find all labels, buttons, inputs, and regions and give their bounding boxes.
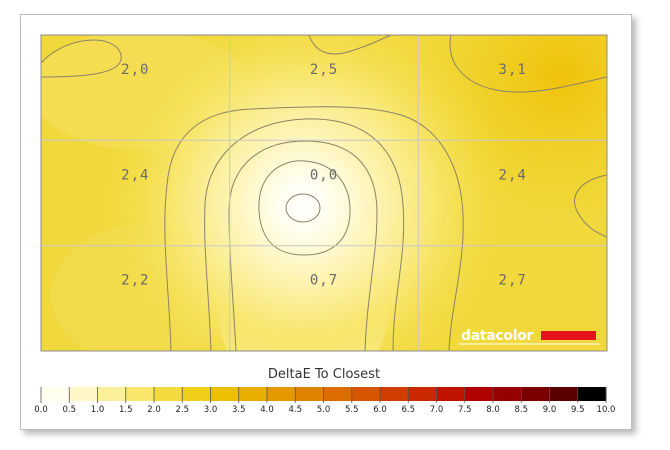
legend-swatch-14: [436, 387, 466, 401]
legend-tick-label-20: 10.0: [597, 405, 616, 415]
heatmap-surface: 2,0 2,5 3,1 2,4 0,0 2,4 2,2 0,7 2,7 datacolor: [41, 35, 607, 351]
legend-swatch-5: [182, 387, 211, 401]
legend-swatch-1: [69, 387, 98, 401]
color-scale-ticks: 0.0 0.5 1.0 1.5 2.0 2.5 3.0 3.5 4.0 4.5 5.0 5.5 6.0 6…: [34, 387, 615, 415]
legend-swatch-9: [295, 387, 324, 401]
cell-label-r0-c0: 2,0: [121, 62, 149, 78]
legend-swatch-11: [351, 387, 381, 401]
legend-swatch-7: [238, 387, 268, 401]
legend-tick-label-6: 3.0: [204, 405, 218, 415]
legend-tick-label-10: 5.0: [317, 405, 331, 415]
legend-swatch-4: [154, 387, 183, 401]
legend-tick-label-4: 2.0: [147, 405, 161, 415]
grid-lines: [41, 35, 607, 351]
uniformity-heatmap: 2,0 2,5 3,1 2,4 0,0 2,4 2,2 0,7 2,7 datacolor De…: [34, 34, 615, 415]
legend-swatch-17: [521, 387, 550, 401]
legend-tick-label-5: 2.5: [175, 405, 189, 415]
cell-label-r2-c1: 0,7: [310, 273, 338, 289]
cell-label-r1-c1: 0,0: [310, 167, 338, 183]
cell-label-r0-c1: 2,5: [310, 62, 338, 78]
legend-tick-label-9: 4.5: [288, 405, 302, 415]
legend-tick-label-17: 8.5: [514, 405, 528, 415]
legend-swatch-12: [380, 387, 409, 401]
datacolor-logo: datacolor: [459, 328, 599, 345]
uniformity-chart-card: 2,0 2,5 3,1 2,4 0,0 2,4 2,2 0,7 2,7 datacolor De…: [20, 14, 632, 430]
legend-tick-label-0: 0.0: [34, 405, 48, 415]
legend-tick-label-12: 6.0: [373, 405, 387, 415]
legend-swatch-6: [210, 387, 240, 401]
legend-swatch-19: [577, 387, 607, 401]
cell-label-r2-c2: 2,7: [499, 273, 527, 289]
legend-title: DeltaE To Closest: [268, 367, 380, 382]
cell-label-r1-c2: 2,4: [499, 167, 527, 183]
legend-tick-label-14: 7.0: [430, 405, 444, 415]
plot-border: [40, 34, 608, 352]
legend-swatch-0: [41, 387, 70, 401]
legend-tick-label-13: 6.5: [401, 405, 415, 415]
legend-tick-label-3: 1.5: [119, 405, 133, 415]
legend-tick-label-18: 9.0: [543, 405, 557, 415]
legend-tick-label-2: 1.0: [91, 405, 105, 415]
legend-swatch-16: [493, 387, 522, 401]
legend-tick-label-8: 4.0: [260, 405, 274, 415]
legend-swatch-13: [408, 387, 437, 401]
legend-tick-label-19: 9.5: [571, 405, 585, 415]
legend-swatch-2: [97, 387, 127, 401]
cell-label-r0-c2: 3,1: [499, 62, 527, 78]
legend-swatch-15: [464, 387, 494, 401]
legend-tick-label-7: 3.5: [232, 405, 246, 415]
cell-value-labels: 2,0 2,5 3,1 2,4 0,0 2,4 2,2 0,7 2,7: [121, 62, 527, 289]
legend-tick-label-1: 0.5: [62, 405, 76, 415]
legend-swatch-18: [549, 387, 579, 401]
legend-swatch-3: [125, 387, 155, 401]
legend-swatch-8: [267, 387, 296, 401]
cell-label-r1-c0: 2,4: [121, 167, 149, 183]
color-scale-legend: [41, 387, 607, 401]
datacolor-logo-text: datacolor: [461, 328, 534, 344]
legend-tick-label-16: 8.0: [486, 405, 500, 415]
legend-tick-label-15: 7.5: [458, 405, 472, 415]
cell-label-r2-c0: 2,2: [121, 273, 149, 289]
datacolor-logo-bar: [541, 331, 596, 340]
legend-swatch-10: [323, 387, 353, 401]
legend-tick-label-11: 5.5: [345, 405, 359, 415]
